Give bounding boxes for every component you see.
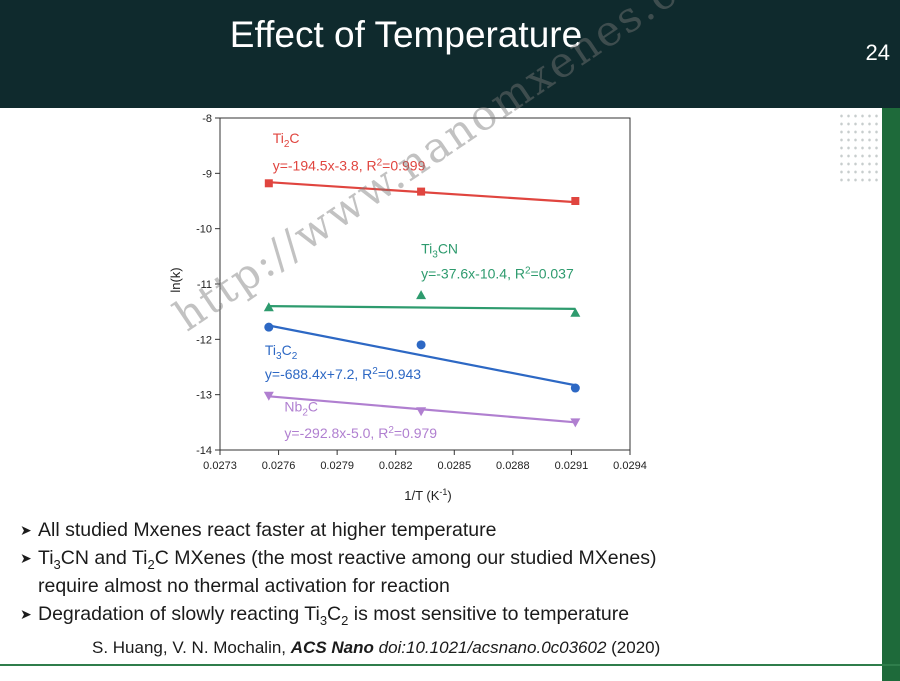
- bottom-divider: [0, 664, 900, 666]
- data-point: [264, 322, 274, 332]
- series-3: Nb2C y=-292.8x-5.0, R2=0.979: [263, 391, 581, 441]
- decorative-dot-grid: [838, 112, 880, 182]
- data-point: [264, 179, 273, 188]
- fit-line: [268, 324, 576, 387]
- bullet-list: ➤ All studied Mxenes react faster at high…: [20, 516, 880, 628]
- series-2: Ti3C2 y=-688.4x+7.2, R2=0.943: [264, 322, 580, 393]
- series-name-label: Ti2C: [273, 130, 300, 150]
- chart-axes: 0.0273 0.0276 0.0279 0.0282 0.0285 0.0288 0.02…: [196, 113, 647, 472]
- series-0: Ti2C y=-194.5x-3.8, R2=0.999: [264, 130, 580, 205]
- series-name-label: Ti3CN: [421, 241, 458, 261]
- y-tick-label: -13: [196, 390, 212, 402]
- slide-title: Effect of Temperature: [229, 14, 583, 55]
- arrhenius-chart: 0.0273 0.0276 0.0279 0.0282 0.0285 0.0288 0.02…: [168, 113, 647, 503]
- series-name-label: Nb2C: [284, 398, 318, 418]
- data-point: [263, 302, 274, 312]
- data-point: [570, 307, 581, 317]
- x-tick-label: 0.0273: [203, 460, 237, 472]
- slide-number: 24: [865, 40, 890, 65]
- data-point: [570, 383, 580, 393]
- series-1: Ti3CN y=-37.6x-10.4, R2=0.037: [263, 241, 581, 317]
- series-equation-label: y=-688.4x+7.2, R2=0.943: [265, 366, 421, 382]
- bullet-item: require almost no thermal activation for…: [38, 575, 450, 597]
- x-tick-label: 0.0282: [379, 460, 413, 472]
- doi: doi:10.1021/acsnano.0c03602: [373, 638, 607, 657]
- arrow-bullet-icon: ➤: [20, 550, 32, 566]
- series-equation-label: y=-194.5x-3.8, R2=0.999: [273, 158, 426, 174]
- fit-line: [268, 305, 576, 310]
- data-point: [417, 187, 426, 196]
- x-tick-label: 0.0294: [613, 460, 647, 472]
- bullet-item: ➤ Ti3CN and Ti2C MXenes (the most reactiv…: [20, 544, 880, 572]
- x-tick-label: 0.0276: [262, 460, 296, 472]
- x-tick-label: 0.0288: [496, 460, 530, 472]
- x-tick-label: 0.0285: [437, 460, 471, 472]
- series-name-label: Ti3C2: [265, 342, 298, 362]
- x-tick-label: 0.0279: [320, 460, 354, 472]
- arrow-bullet-icon: ➤: [20, 522, 32, 538]
- right-accent-band: [882, 108, 900, 681]
- data-point: [571, 197, 580, 205]
- data-point: [263, 391, 274, 401]
- y-axis-label: ln(k): [168, 267, 183, 292]
- data-point: [416, 290, 427, 300]
- citation: S. Huang, V. N. Mochalin, ACS Nano doi:1…: [92, 638, 661, 657]
- arrow-bullet-icon: ➤: [20, 606, 32, 622]
- y-tick-label: -14: [196, 445, 212, 457]
- y-tick-label: -12: [196, 334, 212, 346]
- y-tick-label: -9: [202, 168, 212, 180]
- data-point: [570, 418, 581, 428]
- journal-name: ACS Nano: [290, 638, 374, 657]
- bullet-item: ➤ All studied Mxenes react faster at high…: [20, 516, 880, 544]
- y-tick-label: -10: [196, 224, 212, 236]
- data-point: [416, 340, 426, 350]
- x-tick-label: 0.0291: [555, 460, 589, 472]
- y-tick-label: -11: [197, 279, 212, 291]
- bullet-item: ➤ Degradation of slowly reacting Ti3C2 is…: [20, 600, 880, 628]
- data-point: [416, 407, 427, 417]
- x-axis-label: 1/T (K-1): [404, 487, 452, 503]
- slide-header: Effect of Temperature 24: [0, 0, 900, 108]
- chart-series: Ti2C y=-194.5x-3.8, R2=0.999 Ti3CN y=-37.6x…: [263, 130, 581, 441]
- series-equation-label: y=-292.8x-5.0, R2=0.979: [284, 425, 437, 441]
- y-tick-label: -8: [202, 113, 212, 125]
- series-equation-label: y=-37.6x-10.4, R2=0.037: [421, 265, 574, 281]
